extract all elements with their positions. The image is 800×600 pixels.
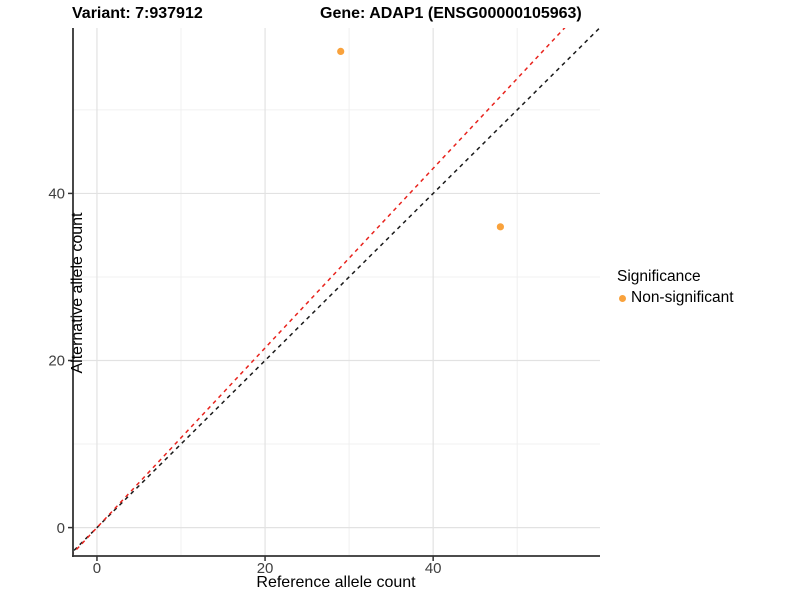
- y-tick-label: 20: [48, 353, 65, 370]
- gene-title: Gene: ADAP1 (ENSG00000105963): [320, 5, 582, 22]
- fit-line: [73, 28, 566, 555]
- variant-title: Variant: 7:937912: [72, 5, 203, 22]
- data-point: [337, 47, 345, 55]
- x-tick-label: 20: [257, 560, 274, 577]
- y-tick-label: 40: [48, 186, 65, 203]
- y-tick-label: 0: [57, 520, 65, 537]
- x-axis-title: Reference allele count: [256, 574, 416, 591]
- y-axis-title: Alternative allele count: [69, 212, 86, 374]
- point-icon: [619, 294, 626, 302]
- legend-item-label: Non-significant: [631, 289, 734, 306]
- x-tick-label: 40: [425, 560, 442, 577]
- legend: Significance Non-significant: [617, 268, 734, 307]
- legend-item-non-significant: Non-significant: [617, 289, 734, 307]
- x-tick-label: 0: [93, 560, 101, 577]
- legend-title: Significance: [617, 268, 701, 285]
- identity-line: [73, 28, 600, 553]
- data-point: [496, 223, 504, 231]
